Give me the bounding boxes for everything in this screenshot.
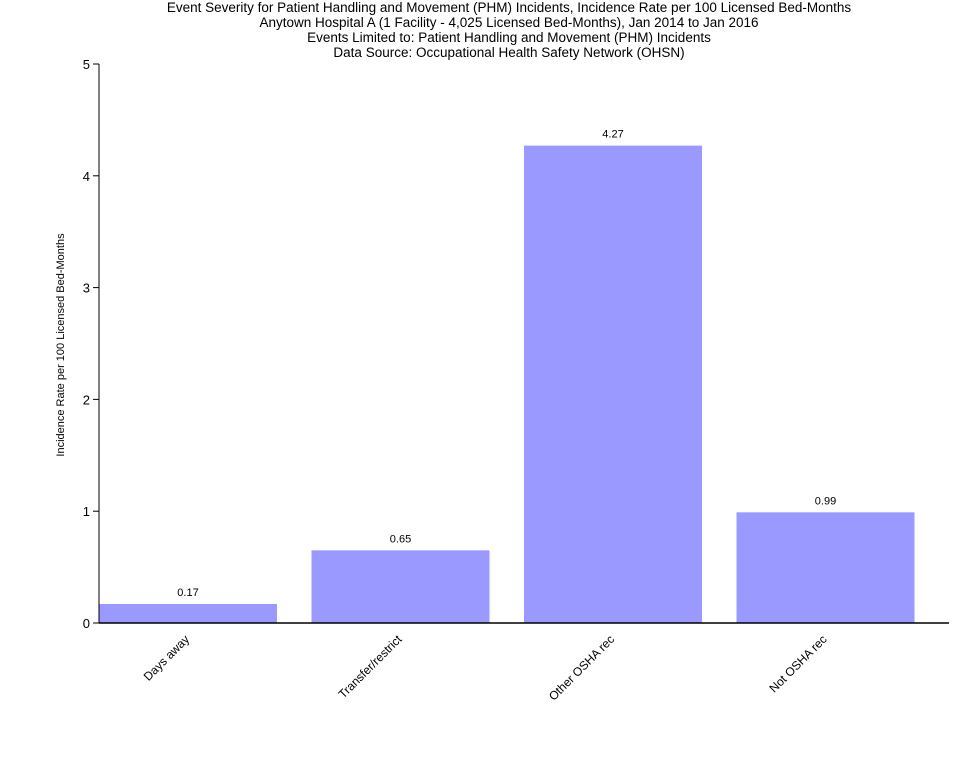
chart-titles: Event Severity for Patient Handling and … bbox=[0, 0, 979, 60]
bar-value-label: 4.27 bbox=[602, 129, 623, 141]
chart-subtitle-events: Events Limited to: Patient Handling and … bbox=[307, 30, 711, 45]
bar bbox=[311, 550, 490, 623]
bar-value-label: 0.17 bbox=[177, 587, 198, 599]
y-tick-label: 0 bbox=[83, 616, 90, 631]
category-label: Not OSHA rec bbox=[766, 632, 829, 695]
category-label: Other OSHA rec bbox=[546, 632, 617, 703]
category-label: Transfer/restrict bbox=[336, 632, 405, 701]
bar-value-label: 0.65 bbox=[390, 533, 411, 545]
y-tick-label: 1 bbox=[83, 504, 90, 519]
y-tick-label: 4 bbox=[83, 169, 90, 184]
chart-subtitle-source: Data Source: Occupational Health Safety … bbox=[333, 45, 685, 60]
chart-subtitle-facility: Anytown Hospital A (1 Facility - 4,025 L… bbox=[259, 15, 759, 30]
y-tick-label: 3 bbox=[83, 281, 90, 296]
y-tick-label: 2 bbox=[83, 392, 90, 407]
bar-value-label: 0.99 bbox=[815, 495, 836, 507]
bar bbox=[736, 512, 915, 623]
category-label: Days away bbox=[141, 632, 192, 683]
bar bbox=[99, 603, 277, 623]
y-tick-label: 5 bbox=[83, 57, 90, 72]
bar bbox=[524, 145, 702, 623]
chart-title: Event Severity for Patient Handling and … bbox=[166, 0, 852, 15]
